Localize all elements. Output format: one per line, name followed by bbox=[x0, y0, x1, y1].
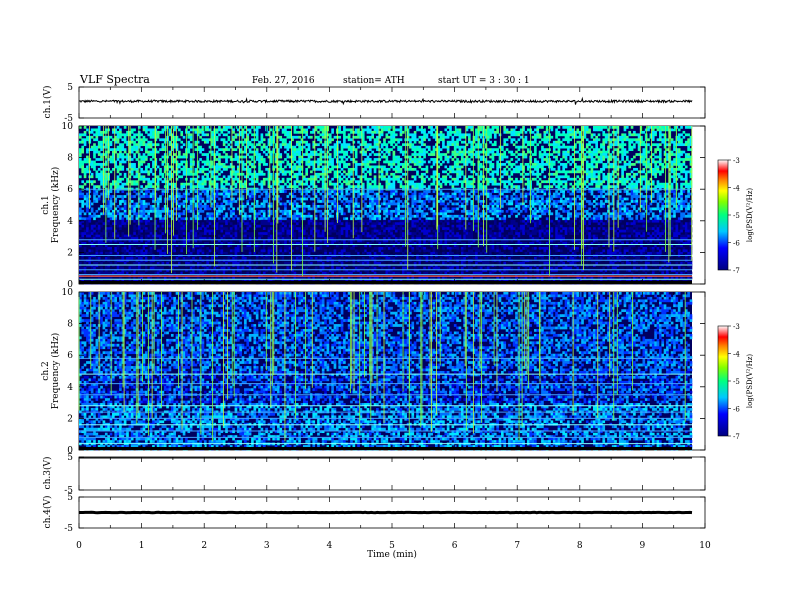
colorbar-1-tick--6: -6 bbox=[733, 240, 740, 248]
colorbar-2-tick--5: -5 bbox=[733, 378, 740, 386]
ch2-spectrogram-ytick-8: 8 bbox=[67, 320, 73, 330]
colorbar-2-tick--4: -4 bbox=[733, 351, 740, 359]
ch4-waveform-ytick-5: 5 bbox=[67, 493, 73, 503]
x-tick-label-7: 7 bbox=[514, 541, 520, 551]
x-axis-label: Time (min) bbox=[367, 549, 417, 560]
ch3-waveform-ytick-5: 5 bbox=[67, 453, 73, 463]
x-tick-label-5: 5 bbox=[389, 541, 395, 551]
ch1-spectrogram-ytick-10: 10 bbox=[62, 122, 74, 132]
axes: ch.1(V) 5-5ch.1 Frequency (kHz)0246810ch.2… bbox=[41, 83, 711, 551]
colorbar-2 bbox=[717, 325, 729, 437]
ch1-waveform-trace bbox=[78, 96, 693, 106]
ch2-spectrogram bbox=[78, 292, 693, 451]
figure-title: VLF Spectra bbox=[79, 73, 150, 86]
spec1-baseline bbox=[79, 281, 692, 284]
x-tick-label-0: 0 bbox=[76, 541, 82, 551]
ch1-waveform-ytick-5: 5 bbox=[67, 83, 73, 93]
colorbars: -3 -4 -5 -6 -7 log(PSD(V²/Hz) -3 -4 -5 -6 -7 log(PS… bbox=[717, 157, 754, 441]
ch1-spectrogram bbox=[79, 126, 693, 285]
colorbar-1 bbox=[717, 159, 729, 271]
x-tick-label-10: 10 bbox=[699, 541, 711, 551]
ch1-spectrogram-ytick-6: 6 bbox=[67, 185, 73, 195]
colorbar-1-tick--3: -3 bbox=[733, 157, 740, 165]
ch1-spectrogram-ytick-8: 8 bbox=[67, 154, 73, 164]
ch2-spectrogram-ytick-2: 2 bbox=[67, 414, 73, 424]
x-tick-label-4: 4 bbox=[327, 541, 333, 551]
spec2-baseline bbox=[79, 447, 692, 450]
x-tick-label-1: 1 bbox=[139, 541, 145, 551]
ch1-spectrogram-ytick-0: 0 bbox=[67, 280, 73, 290]
colorbar-1-tick--5: -5 bbox=[733, 212, 740, 220]
ch1-spectrogram-channel-label: ch.1 bbox=[41, 195, 51, 214]
x-tick-label-6: 6 bbox=[452, 541, 458, 551]
ch4-waveform-ytick--5: -5 bbox=[64, 524, 73, 534]
ch4-waveform-ylabel: ch.4(V) bbox=[42, 496, 53, 529]
colorbar-2-label: log(PSD(V²/Hz) bbox=[746, 354, 754, 409]
ch2-spectrogram-ytick-10: 10 bbox=[62, 288, 74, 298]
ch2-spectrogram-ytick-4: 4 bbox=[67, 383, 73, 393]
x-tick-label-2: 2 bbox=[201, 541, 207, 551]
x-tick-label-3: 3 bbox=[264, 541, 270, 551]
ch2-spectrogram-ylabel: Frequency (kHz) bbox=[50, 333, 61, 410]
colorbar-1-tick--4: -4 bbox=[733, 185, 740, 193]
colorbar-1-label: log(PSD(V²/Hz) bbox=[746, 188, 754, 243]
colorbar-2-tick--7: -7 bbox=[733, 433, 740, 441]
colorbar-1-tick--7: -7 bbox=[733, 267, 740, 275]
ch1-spectrogram-ytick-4: 4 bbox=[67, 217, 73, 227]
x-tick-label-9: 9 bbox=[640, 541, 646, 551]
ch2-spectrogram-ytick-6: 6 bbox=[67, 351, 73, 361]
ch3-waveform-ylabel: ch.3(V) bbox=[42, 457, 53, 490]
colorbar-2-tick--6: -6 bbox=[733, 406, 740, 414]
ch1-spectrogram-ylabel: Frequency (kHz) bbox=[50, 167, 61, 244]
ch1-waveform-ytick--5: -5 bbox=[64, 114, 73, 124]
colorbar-2-tick--3: -3 bbox=[733, 323, 740, 331]
ch2-spectrogram-channel-label: ch.2 bbox=[41, 361, 51, 380]
ch3-waveform-ytick--5: -5 bbox=[64, 486, 73, 496]
ch1-spectrogram-ytick-2: 2 bbox=[67, 248, 73, 258]
date-label: Feb. 27, 2016 bbox=[252, 76, 315, 86]
x-tick-label-8: 8 bbox=[577, 541, 583, 551]
ch2-spectrogram-ytick-0: 0 bbox=[67, 446, 73, 456]
ch1-waveform-ylabel: ch.1(V) bbox=[42, 86, 53, 119]
start-time-label: start UT = 3 : 30 : 1 bbox=[438, 76, 530, 86]
station-label: station= ATH bbox=[343, 76, 405, 86]
